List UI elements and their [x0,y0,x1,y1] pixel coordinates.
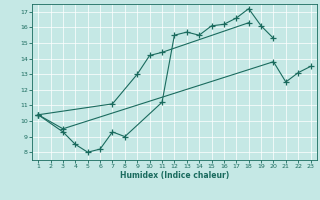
X-axis label: Humidex (Indice chaleur): Humidex (Indice chaleur) [120,171,229,180]
